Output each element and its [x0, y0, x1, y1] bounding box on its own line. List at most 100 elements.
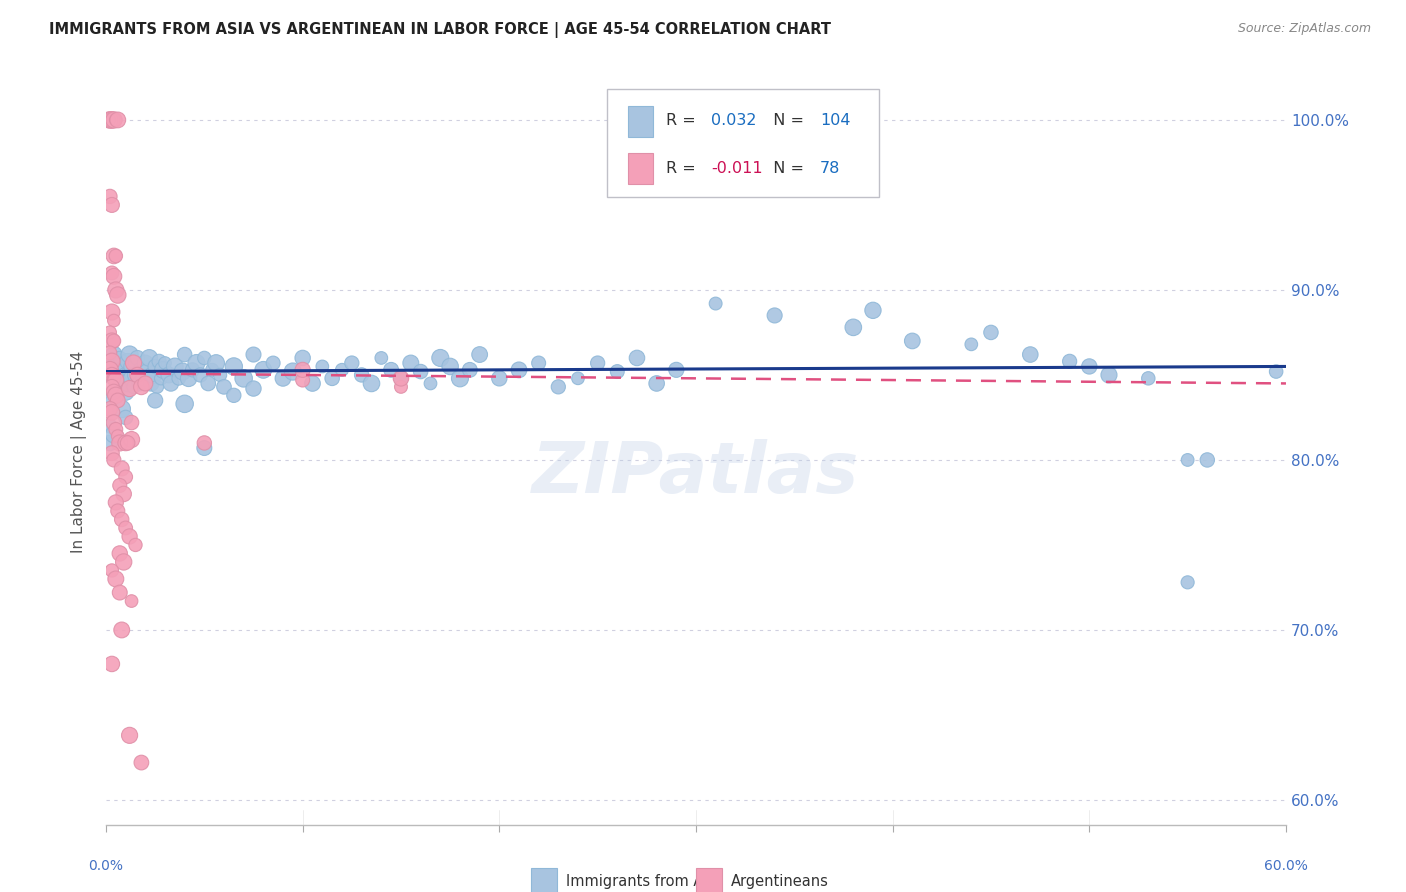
Point: [153, 356, 176, 370]
Point: [103, 453, 125, 467]
Point: [1098, 368, 1121, 382]
Point: [141, 376, 163, 391]
Point: [143, 359, 166, 374]
Text: Immigrants from Asia: Immigrants from Asia: [567, 874, 724, 889]
Point: [108, 546, 131, 560]
Point: [121, 594, 143, 608]
Point: [142, 368, 165, 382]
Point: [1177, 575, 1199, 590]
FancyBboxPatch shape: [607, 88, 879, 197]
Point: [111, 371, 134, 385]
Point: [186, 356, 208, 370]
Point: [665, 363, 688, 377]
Point: [1265, 365, 1288, 379]
Point: [1197, 453, 1219, 467]
Text: Argentineans: Argentineans: [731, 874, 830, 889]
Point: [360, 376, 382, 391]
Text: 0.0%: 0.0%: [89, 859, 124, 873]
Point: [114, 436, 136, 450]
Point: [132, 371, 155, 385]
Point: [104, 373, 127, 387]
Text: -0.011: -0.011: [711, 161, 763, 177]
Point: [107, 365, 129, 379]
Point: [193, 436, 215, 450]
Point: [98, 419, 121, 434]
Point: [101, 380, 124, 394]
Point: [527, 356, 550, 370]
Point: [104, 112, 127, 127]
Point: [842, 320, 865, 334]
Point: [103, 416, 125, 430]
Point: [98, 189, 121, 203]
Point: [173, 347, 195, 361]
Point: [626, 351, 648, 365]
Point: [112, 359, 135, 374]
Point: [103, 112, 125, 127]
Text: N =: N =: [763, 113, 810, 128]
Point: [101, 305, 124, 319]
Point: [111, 363, 134, 377]
Point: [101, 405, 124, 419]
Point: [389, 371, 412, 385]
Text: ZIPatlas: ZIPatlas: [533, 440, 859, 508]
Point: [242, 382, 264, 396]
Point: [389, 380, 412, 394]
Point: [103, 269, 125, 284]
Bar: [531, 868, 557, 892]
Bar: [696, 868, 721, 892]
Point: [111, 401, 134, 416]
Point: [103, 334, 125, 348]
Point: [212, 380, 235, 394]
Point: [108, 380, 131, 394]
Point: [980, 326, 1002, 340]
Point: [98, 401, 121, 416]
Point: [252, 363, 274, 377]
Point: [163, 359, 186, 374]
Point: [1177, 453, 1199, 467]
Point: [704, 296, 727, 310]
Point: [104, 283, 127, 297]
Point: [103, 384, 125, 399]
Point: [108, 351, 131, 365]
Point: [586, 356, 609, 370]
Point: [103, 371, 125, 385]
Point: [101, 359, 124, 374]
Point: [389, 371, 412, 385]
Point: [380, 363, 402, 377]
Point: [301, 376, 323, 391]
Point: [101, 384, 124, 399]
Point: [118, 529, 141, 543]
Point: [131, 380, 153, 394]
Point: [763, 309, 786, 323]
Point: [291, 373, 314, 387]
Point: [449, 371, 471, 385]
Point: [547, 380, 569, 394]
Point: [439, 359, 461, 374]
Point: [148, 354, 170, 368]
Point: [242, 347, 264, 361]
Point: [131, 363, 153, 377]
Point: [107, 393, 129, 408]
Point: [143, 393, 166, 408]
Point: [291, 351, 314, 365]
Point: [108, 585, 131, 599]
Point: [111, 623, 134, 637]
Point: [114, 384, 136, 399]
Point: [107, 112, 129, 127]
Point: [122, 356, 145, 370]
Point: [173, 397, 195, 411]
Point: [901, 334, 924, 348]
Point: [350, 368, 373, 382]
Point: [101, 354, 124, 368]
Point: [104, 356, 127, 370]
Point: [232, 371, 254, 385]
Point: [127, 368, 149, 382]
Point: [118, 347, 141, 361]
Point: [136, 365, 159, 379]
Point: [222, 359, 245, 374]
Point: [606, 365, 628, 379]
Point: [190, 368, 212, 382]
Point: [104, 422, 127, 436]
Text: Source: ZipAtlas.com: Source: ZipAtlas.com: [1237, 22, 1371, 36]
Point: [645, 376, 668, 391]
